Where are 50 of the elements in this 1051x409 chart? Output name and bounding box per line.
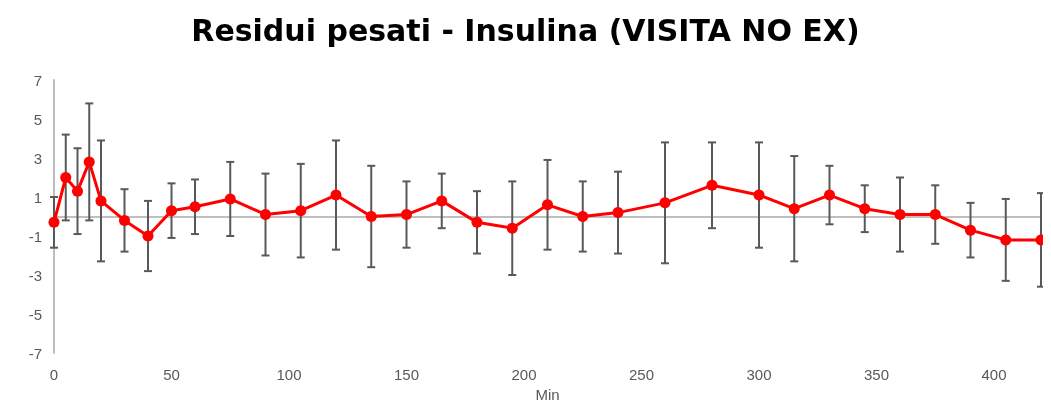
y-tick-label: -3 (28, 266, 42, 284)
point (260, 209, 271, 221)
y-tick-label: 1 (33, 188, 42, 206)
x-tick-label: 0 (49, 366, 59, 383)
x-tick-label: 400 (981, 366, 1007, 383)
y-tick-label: -1 (28, 227, 42, 245)
point (577, 211, 589, 222)
x-tick-label: 250 (628, 366, 655, 383)
x-tick-label: 350 (863, 366, 890, 383)
point (1000, 234, 1012, 246)
point (859, 203, 871, 215)
point (753, 189, 765, 201)
point (189, 201, 201, 213)
point (965, 224, 976, 236)
x-tick-label: 100 (276, 366, 302, 383)
point (48, 216, 60, 228)
point (894, 209, 906, 221)
y-tick-label: 3 (33, 149, 42, 167)
point (365, 211, 377, 222)
point (72, 185, 83, 197)
point (142, 230, 154, 242)
point (401, 209, 412, 221)
x-tick-label: 50 (163, 366, 180, 383)
point (542, 199, 553, 211)
point (706, 179, 718, 191)
point (166, 205, 177, 217)
chart-title: Residui pesati - Insulina (VISITA NO EX) (191, 12, 860, 48)
x-tick-label: 150 (393, 366, 420, 383)
point (612, 207, 624, 219)
point (224, 193, 236, 205)
point (60, 172, 72, 183)
y-tick-label: 7 (33, 71, 42, 89)
point (506, 222, 518, 234)
x-tick-label: 300 (746, 366, 772, 383)
point (824, 189, 835, 201)
y-tick-label: -5 (28, 305, 42, 323)
x-tick-label: 200 (511, 366, 537, 383)
y-tick-label: 5 (33, 110, 42, 128)
point (95, 195, 107, 207)
point (295, 205, 307, 217)
point (436, 195, 448, 207)
y-tick-label: -7 (28, 344, 42, 362)
point (119, 214, 130, 226)
point (788, 203, 800, 215)
point (83, 156, 95, 168)
point (471, 216, 483, 228)
x-axis-title: Min (535, 385, 560, 403)
point (929, 209, 941, 221)
point (330, 189, 342, 201)
point (659, 197, 671, 209)
